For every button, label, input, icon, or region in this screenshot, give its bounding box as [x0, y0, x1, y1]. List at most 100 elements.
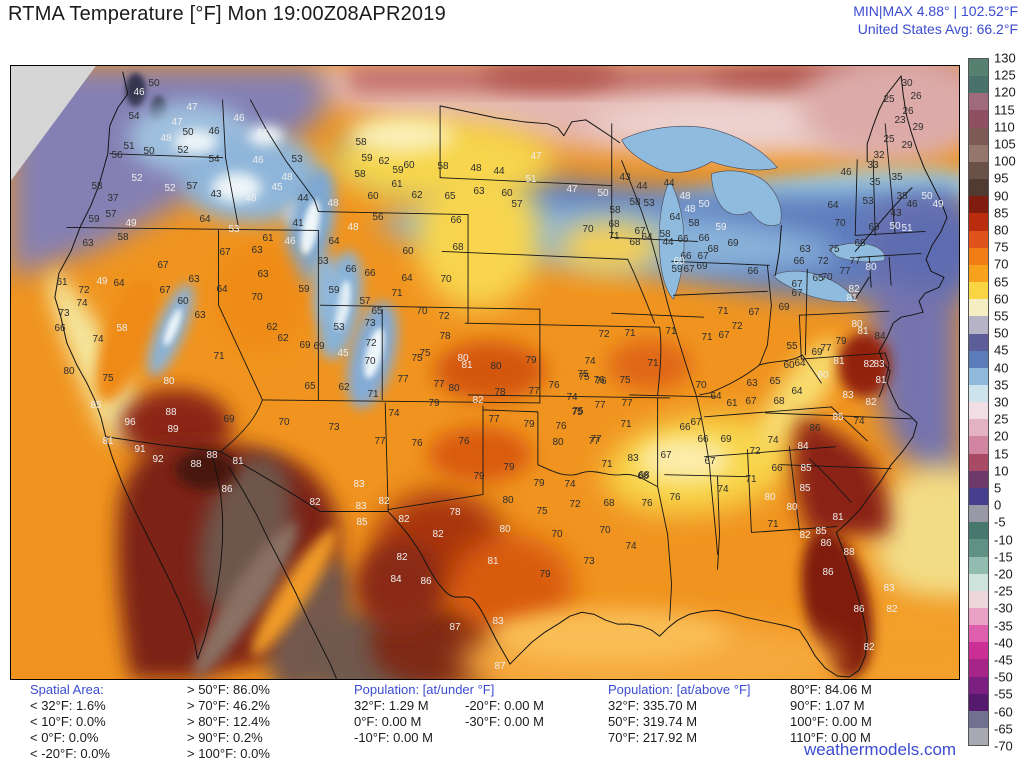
temp-value-label: 43 — [619, 172, 631, 183]
temp-value-label: 58 — [91, 181, 103, 192]
colorbar-band — [969, 350, 988, 368]
temp-value-label: 54 — [208, 154, 220, 165]
temp-value-label: 66 — [747, 266, 759, 277]
temp-value-label: 60 — [783, 360, 795, 371]
temp-value-label: 70 — [834, 218, 846, 229]
colorbar-band — [969, 161, 988, 180]
temp-value-label: 81 — [232, 456, 244, 467]
temp-value-label: 59 — [715, 222, 727, 233]
stat-line: > 70°F: 46.2% — [187, 698, 270, 713]
temp-value-label: 70 — [278, 417, 290, 428]
temp-value-label: 49 — [96, 276, 108, 287]
colorbar-band — [969, 505, 988, 523]
colorbar-tick: 20 — [994, 428, 1009, 444]
temp-value-label: 71 — [745, 474, 757, 485]
temp-value-label: 80 — [764, 492, 776, 503]
temp-value-label: 29 — [901, 140, 913, 151]
temp-value-label: 58 — [355, 137, 367, 148]
temp-value-label: 74 — [388, 408, 400, 419]
temp-value-label: 51 — [123, 141, 135, 152]
temp-value-label: 81 — [461, 360, 473, 371]
temp-value-label: 76 — [458, 436, 470, 447]
temp-value-label: 82 — [848, 284, 860, 295]
temp-value-label: 60 — [367, 191, 379, 202]
temp-value-label: 64 — [669, 212, 681, 223]
temp-value-label: 68 — [638, 470, 650, 481]
temp-value-label: 67 — [704, 456, 716, 467]
temp-value-label: 53 — [862, 196, 874, 207]
temp-value-label: 88 — [843, 547, 855, 558]
temp-value-label: 77 — [588, 436, 600, 447]
colorbar-band — [969, 316, 988, 334]
temp-value-label: 65 — [769, 376, 781, 387]
temp-value-label: 88 — [206, 450, 218, 461]
temp-value-label: 50 — [143, 146, 155, 157]
temp-value-label: 77 — [488, 414, 500, 425]
population-above-header: Population: [at/above °F] — [608, 682, 751, 697]
colorbar-band — [969, 556, 988, 574]
temp-value-label: 67 — [791, 288, 803, 299]
temp-value-label: 80 — [552, 437, 564, 448]
spatial-area-header: Spatial Area: — [30, 682, 104, 697]
temp-value-label: 73 — [583, 556, 595, 567]
temp-value-label: 83 — [355, 501, 367, 512]
temp-value-label: 79 — [533, 478, 545, 489]
temp-value-label: 58 — [659, 229, 671, 240]
temp-value-label: 62 — [277, 333, 289, 344]
temp-value-label: 67 — [157, 260, 169, 271]
colorbar-band — [969, 93, 988, 111]
temp-value-label: 54 — [128, 111, 140, 122]
temp-value-label: 78 — [449, 507, 461, 518]
temp-value-label: 44 — [662, 237, 674, 248]
temp-value-label: 74 — [92, 334, 104, 345]
colorbar-band — [969, 384, 988, 403]
colorbar-tick: 10 — [994, 463, 1009, 479]
temp-value-label: 81 — [487, 556, 499, 567]
temp-value-label: 73 — [328, 422, 340, 433]
temp-value-label: 58 — [116, 323, 128, 334]
temp-value-label: 77 — [374, 436, 386, 447]
temp-value-label: 70 — [582, 224, 594, 235]
temp-value-label: 67 — [690, 417, 702, 428]
temp-value-label: 33 — [867, 160, 879, 171]
temp-value-label: 77 — [590, 434, 602, 445]
colorbar-band — [969, 144, 988, 162]
temp-value-label: 85 — [815, 526, 827, 537]
stat-line: < -20°F: 0.0% — [30, 746, 110, 761]
temp-value-label: 82 — [799, 530, 811, 541]
temp-value-label: 73 — [364, 318, 376, 329]
temp-value-label: 72 — [598, 329, 610, 340]
temp-value-label: 84 — [390, 574, 402, 585]
temp-value-label: 69 — [811, 347, 823, 358]
stat-line: 100°F: 0.00 M — [790, 714, 872, 729]
temp-value-label: 83 — [873, 359, 885, 370]
temp-value-label: 71 — [665, 326, 677, 337]
temp-value-label: 48 — [281, 172, 293, 183]
watermark-link[interactable]: weathermodels.com — [803, 740, 957, 759]
colorbar-tick: 130 — [994, 50, 1016, 66]
minmax-summary: MIN|MAX 4.88° | 102.52°F United States A… — [853, 2, 1018, 38]
temp-value-label: 65 — [812, 273, 824, 284]
temp-value-label: 72 — [749, 446, 761, 457]
temp-value-label: 66 — [679, 422, 691, 433]
colorbar-band — [969, 436, 988, 454]
colorbar-tick: 75 — [994, 239, 1009, 255]
temp-value-label: 70 — [695, 380, 707, 391]
temp-value-label: 46 — [133, 87, 145, 98]
temp-value-label: 52 — [131, 173, 143, 184]
temp-value-label: 71 — [213, 351, 225, 362]
temp-value-label: 50 — [148, 78, 160, 89]
temp-value-label: 85 — [832, 412, 844, 423]
temp-value-label: 82 — [865, 397, 877, 408]
colorbar-tick: 60 — [994, 291, 1009, 307]
colorbar-band — [969, 659, 988, 677]
temp-value-label: 74 — [566, 392, 578, 403]
temp-value-label: 59 — [88, 214, 100, 225]
colorbar-band — [969, 419, 988, 437]
colorbar-tick: 30 — [994, 394, 1009, 410]
temp-value-label: 88 — [190, 459, 202, 470]
temp-value-label: 60 — [402, 246, 414, 257]
temp-value-label: 51 — [257, 128, 269, 139]
temperature-map[interactable]: 50 46 54 47 47 48 50 46 51 56 50 52 54 52 52 57 43 58 37 57… — [10, 65, 960, 680]
temp-value-label: 49 — [125, 218, 137, 229]
